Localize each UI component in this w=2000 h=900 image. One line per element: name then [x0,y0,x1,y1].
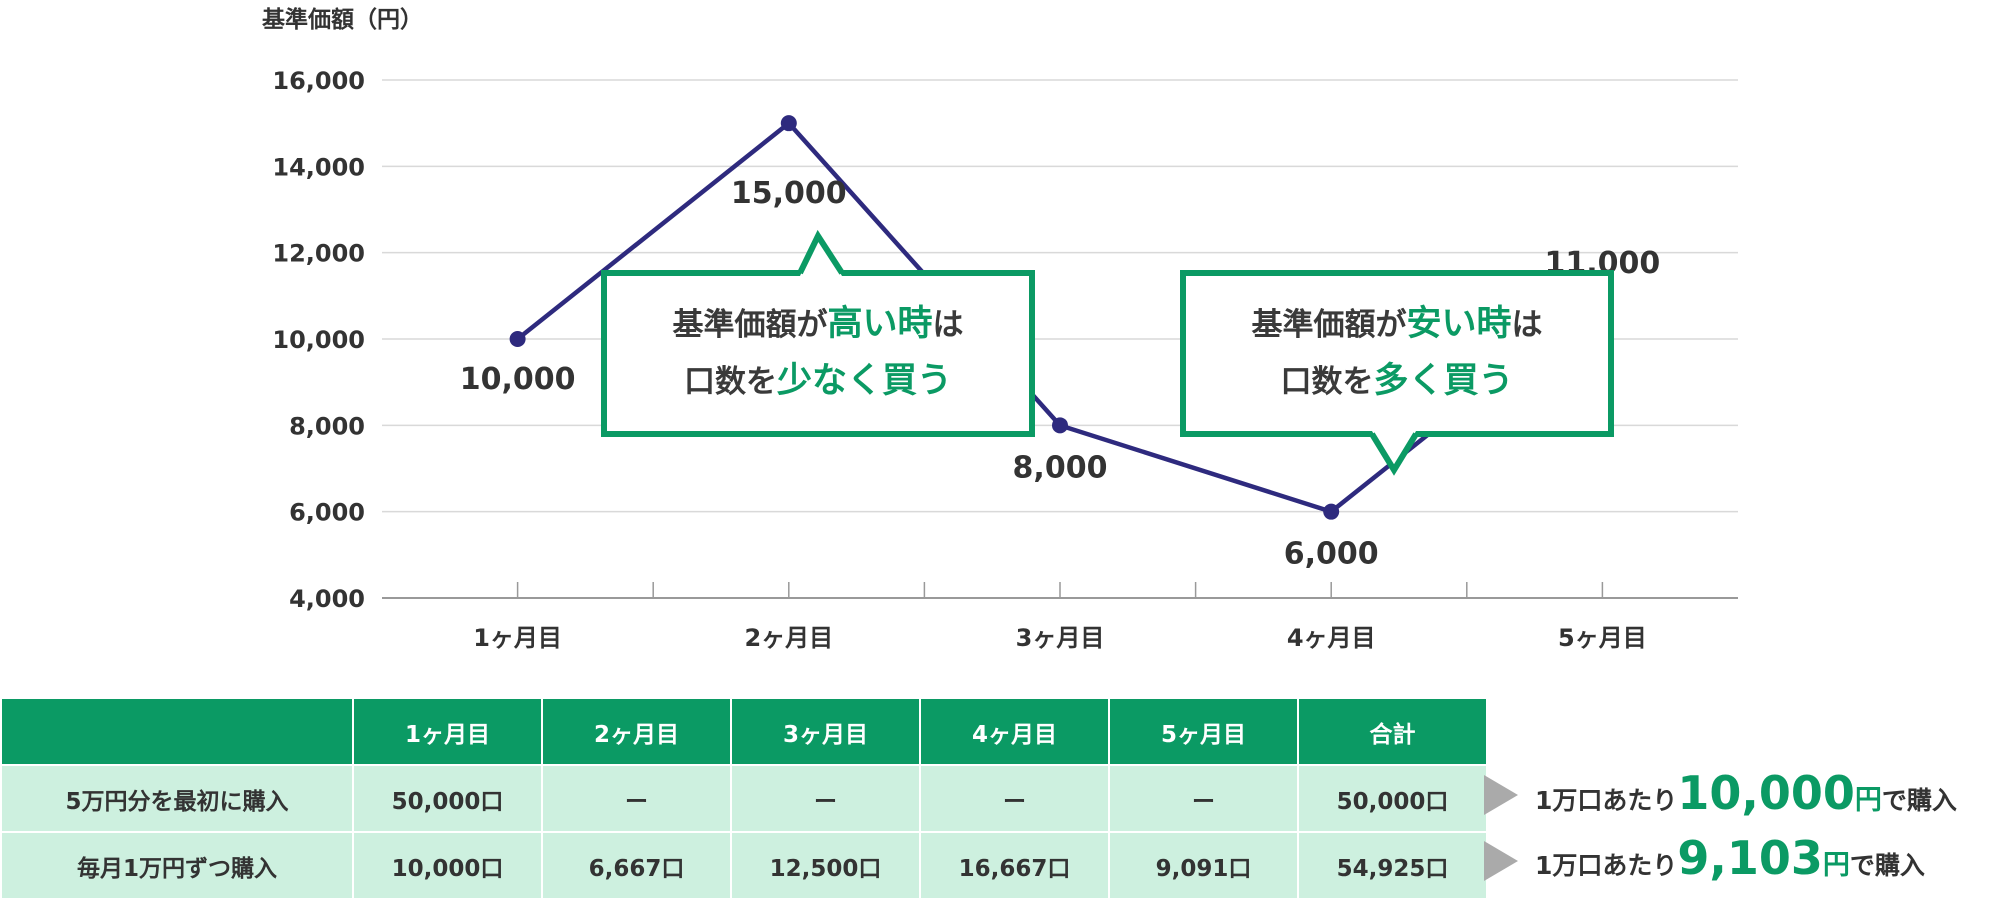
table-row: 毎月1万円ずつ購入 10,000口 6,667口 12,500口 16,667口… [0,831,1488,900]
table-cell: ー [730,764,921,833]
table-cell: ー [541,764,732,833]
x-tick-label: 1ヶ月目 [473,624,562,652]
table-header-cell: 4ヶ月目 [919,697,1110,766]
y-tick-label: 6,000 [289,499,365,527]
table-cell: 50,000口 [352,764,543,833]
note-unit: 円 [1822,850,1850,881]
callout-text: 基準価額が [672,307,828,343]
callout-highlight: 安い時 [1406,304,1512,344]
arrow-right-icon [1484,841,1518,881]
callout-high-line2: 口数を少なく買う [607,353,1029,410]
row-label: 毎月1万円ずつ購入 [0,831,354,900]
callout-highlight: 多く買う [1373,361,1514,401]
y-tick-label: 12,000 [272,240,365,268]
callout-low-line1: 基準価額が安い時は [1186,296,1608,353]
x-tick-label: 5ヶ月目 [1558,624,1647,652]
table-cell: 12,500口 [730,831,921,900]
callout-text: 基準価額が [1251,307,1407,343]
data-label: 15,000 [731,176,847,211]
callout-highlight: 高い時 [827,304,933,344]
unit-price-note-1: 1万口あたり10,000円で購入 [1535,766,1957,820]
data-point [509,331,526,347]
table-header-cell: 3ヶ月目 [730,697,921,766]
table-header-cell [0,697,354,766]
data-point [1323,503,1340,520]
purchase-table: 1ヶ月目 2ヶ月目 3ヶ月目 4ヶ月目 5ヶ月目 合計 5万円分を最初に購入 5… [0,697,1488,900]
y-tick-label: 14,000 [272,153,365,181]
note-unit: 円 [1854,785,1882,816]
x-tick-label: 4ヶ月目 [1287,624,1376,652]
data-label: 6,000 [1284,537,1379,572]
table-header-cell: 1ヶ月目 [352,697,543,766]
x-tick-label: 2ヶ月目 [744,624,833,652]
table-row: 5万円分を最初に購入 50,000口 ー ー ー ー 50,000口 [0,764,1488,833]
callout-highlight: 少なく買う [776,361,952,401]
note-text: 1万口あたり [1535,786,1678,815]
y-tick-label: 8,000 [289,412,365,440]
callout-text: 口数を [683,364,777,400]
table-cell: 6,667口 [541,831,732,900]
table-cell: ー [919,764,1110,833]
unit-price-note-2: 1万口あたり9,103円で購入 [1535,831,1925,885]
x-tick-label: 3ヶ月目 [1016,624,1105,652]
callout-low-price: 基準価額が安い時は 口数を多く買う [1180,270,1614,437]
callout-text: 口数を [1280,364,1374,400]
note-text: 1万口あたり [1535,851,1678,880]
note-value: 9,103 [1677,831,1823,885]
note-value: 10,000 [1677,766,1855,820]
table-cell: 16,667口 [919,831,1110,900]
callout-low-line2: 口数を多く買う [1186,353,1608,410]
callout-text: は [1511,307,1543,343]
table-header-cell: 合計 [1297,697,1488,766]
table-header-cell: 5ヶ月目 [1108,697,1299,766]
y-tick-label: 4,000 [289,585,365,613]
callout-high-line1: 基準価額が高い時は [607,296,1029,353]
data-label: 10,000 [460,362,576,397]
note-text: で購入 [1881,786,1957,815]
y-axis-title: 基準価額（円） [262,7,423,33]
table-cell: ー [1108,764,1299,833]
y-tick-label: 16,000 [272,67,365,95]
note-text: で購入 [1849,851,1925,880]
callout-high-price: 基準価額が高い時は 口数を少なく買う [601,270,1035,437]
data-point [780,115,797,132]
row-label: 5万円分を最初に購入 [0,764,354,833]
callout-text: は [932,307,964,343]
table-cell: 10,000口 [352,831,543,900]
table-header-row: 1ヶ月目 2ヶ月目 3ヶ月目 4ヶ月目 5ヶ月目 合計 [0,697,1488,766]
y-tick-label: 10,000 [272,326,365,354]
data-point [1052,417,1068,434]
data-label: 8,000 [1013,450,1108,485]
arrow-right-icon [1484,775,1518,815]
table-header-cell: 2ヶ月目 [541,697,732,766]
table-cell: 54,925口 [1297,831,1488,900]
table-cell: 50,000口 [1297,764,1488,833]
table-cell: 9,091口 [1108,831,1299,900]
